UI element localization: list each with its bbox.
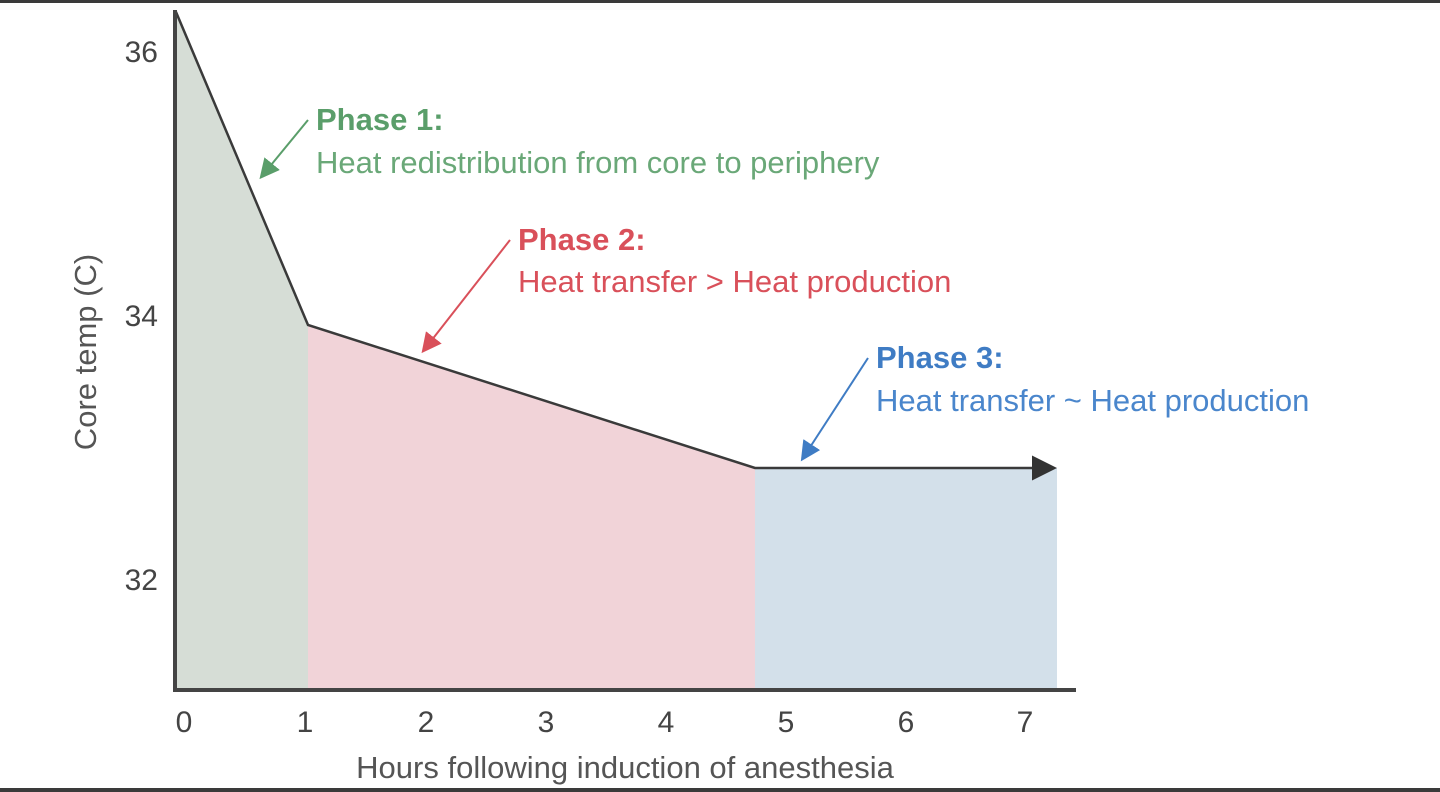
phase2-title: Phase 2:: [518, 222, 646, 257]
temperature-line: [174, 11, 1057, 481]
phase2-description: Heat transfer > Heat production: [518, 264, 951, 299]
x-tick-4: 4: [658, 706, 675, 739]
phase3-area: [755, 468, 1057, 690]
phase1-area: [176, 12, 308, 690]
x-tick-7: 7: [1017, 706, 1034, 739]
bottom-border: [0, 788, 1440, 792]
x-tick-6: 6: [898, 706, 915, 739]
y-axis-title: Core temp (C): [68, 254, 103, 450]
top-border: [0, 0, 1440, 3]
phase1-title: Phase 1:: [316, 102, 444, 137]
phase3-arrow-icon: [800, 357, 869, 462]
x-tick-1: 1: [297, 706, 314, 739]
x-tick-3: 3: [538, 706, 555, 739]
y-tick-34: 34: [125, 300, 158, 333]
x-tick-5: 5: [778, 706, 795, 739]
x-tick-0: 0: [176, 706, 193, 739]
phase1-arrow-icon: [259, 119, 309, 180]
phase2-area: [308, 325, 755, 690]
phase2-arrow-icon: [421, 239, 511, 354]
x-axis-title: Hours following induction of anesthesia: [356, 750, 894, 785]
x-tick-2: 2: [418, 706, 435, 739]
phase1-description: Heat redistribution from core to periphe…: [316, 145, 880, 180]
y-tick-36: 36: [125, 36, 158, 69]
y-tick-32: 32: [125, 564, 158, 597]
phase3-description: Heat transfer ~ Heat production: [876, 383, 1309, 418]
phase3-title: Phase 3:: [876, 340, 1004, 375]
